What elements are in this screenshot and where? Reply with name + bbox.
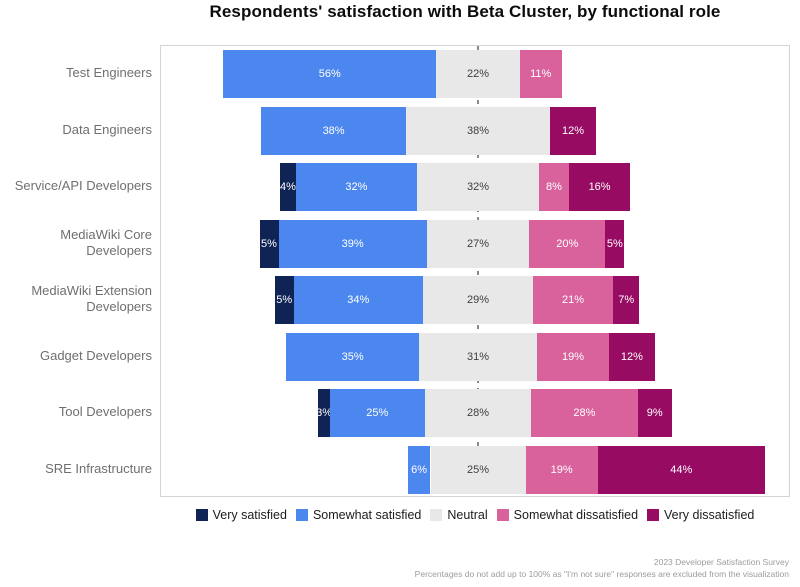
chart-footnotes: 2023 Developer Satisfaction Survey Perce… bbox=[415, 556, 789, 580]
bar-value-label: 16% bbox=[588, 181, 611, 194]
bar-value-label: 7% bbox=[618, 294, 635, 307]
bar-segment-somewhat-satisfied: 39% bbox=[278, 219, 427, 268]
bar-value-label: 5% bbox=[261, 237, 277, 250]
category-axis-labels: Test Engineers Data Engineers Service/API … bbox=[0, 45, 152, 497]
row-label: Gadget Developers bbox=[39, 347, 152, 363]
bar-value-label: 6% bbox=[411, 463, 428, 476]
bar-value-label: 32% bbox=[466, 181, 489, 194]
legend-label: Neutral bbox=[447, 508, 488, 522]
row-label: Test Engineers bbox=[66, 65, 152, 81]
legend-swatch-icon bbox=[195, 509, 208, 521]
bar-segment-very-dissatisfied: 9% bbox=[637, 389, 672, 438]
row-label: Tool Developers bbox=[58, 404, 152, 420]
bar-value-label: 5% bbox=[276, 294, 293, 307]
bar-value-label: 28% bbox=[466, 407, 489, 420]
bar-segment-somewhat-satisfied: 35% bbox=[286, 332, 420, 381]
legend-label: Somewhat dissatisfied bbox=[513, 508, 639, 522]
bar-value-label: 38% bbox=[466, 124, 489, 137]
legend-swatch-icon bbox=[430, 509, 443, 521]
bar-segment-somewhat-dissatisfied: 19% bbox=[536, 332, 610, 381]
bar-segment-somewhat-dissatisfied: 19% bbox=[525, 445, 598, 494]
legend-label: Somewhat satisfied bbox=[312, 508, 422, 522]
bar-segment-very-dissatisfied: 16% bbox=[569, 163, 630, 212]
bar-segment-neutral: 32% bbox=[417, 163, 539, 212]
bar-value-label: 5% bbox=[606, 237, 623, 250]
bar-segment-neutral: 28% bbox=[424, 389, 532, 438]
bar-value-label: 20% bbox=[556, 237, 579, 250]
bar-segment-very-dissatisfied: 5% bbox=[605, 219, 625, 268]
bar-segment-neutral: 27% bbox=[426, 219, 530, 268]
bar-value-label: 19% bbox=[550, 463, 573, 476]
bar-segment-somewhat-satisfied: 38% bbox=[261, 106, 406, 155]
bar-segment-very-satisfied: 4% bbox=[280, 163, 296, 212]
bar-segment-very-dissatisfied: 7% bbox=[612, 276, 640, 325]
bar-segment-somewhat-dissatisfied: 20% bbox=[529, 219, 606, 268]
bar-segment-very-satisfied: 5% bbox=[259, 219, 279, 268]
bar-value-label: 12% bbox=[561, 124, 584, 137]
row-label: MediaWiki Core Developers bbox=[60, 226, 152, 258]
bar-value-label: 38% bbox=[322, 124, 345, 137]
bar-value-label: 19% bbox=[561, 350, 584, 363]
legend-item-somewhat-dissatisfied: Somewhat dissatisfied bbox=[496, 508, 639, 522]
bar-value-label: 34% bbox=[347, 294, 370, 307]
bar-value-label: 22% bbox=[466, 68, 489, 81]
bar-value-label: 11% bbox=[530, 68, 552, 81]
bar-segment-neutral: 31% bbox=[419, 332, 537, 381]
row-label: SRE Infrastructure bbox=[45, 460, 152, 476]
bar-segment-somewhat-satisfied: 32% bbox=[295, 163, 418, 212]
chart-legend: Very satisfied Somewhat satisfied Neutral S… bbox=[150, 508, 800, 522]
bar-value-label: 28% bbox=[573, 407, 596, 420]
bar-value-label: 29% bbox=[466, 294, 489, 307]
bar-value-label: 9% bbox=[646, 407, 663, 420]
legend-swatch-icon bbox=[647, 509, 660, 521]
bar-value-label: 25% bbox=[466, 463, 490, 476]
bar-segment-somewhat-dissatisfied: 11% bbox=[519, 50, 562, 99]
bar-value-label: 12% bbox=[620, 350, 643, 363]
bar-value-label: 25% bbox=[366, 407, 389, 420]
bar-segment-somewhat-satisfied: 56% bbox=[223, 50, 437, 99]
row-label: Data Engineers bbox=[62, 121, 152, 137]
bar-segment-very-satisfied: 5% bbox=[274, 276, 294, 325]
bar-value-label: 21% bbox=[561, 294, 584, 307]
bar-segment-neutral: 29% bbox=[422, 276, 534, 325]
bar-segment-somewhat-satisfied: 6% bbox=[407, 445, 431, 494]
bar-value-label: 35% bbox=[341, 350, 364, 363]
chart-title: Respondents' satisfaction with Beta Clus… bbox=[209, 2, 721, 21]
bar-segment-somewhat-dissatisfied: 8% bbox=[538, 163, 570, 212]
bar-segment-neutral: 22% bbox=[436, 50, 520, 99]
bar-segment-neutral: 38% bbox=[405, 106, 551, 155]
bar-segment-somewhat-dissatisfied: 28% bbox=[531, 389, 638, 438]
footnote-source: 2023 Developer Satisfaction Survey bbox=[653, 557, 789, 567]
bar-value-label: 8% bbox=[546, 181, 562, 194]
legend-label: Very satisfied bbox=[212, 508, 287, 522]
bar-segment-very-dissatisfied: 12% bbox=[550, 106, 596, 155]
legend-label: Very dissatisfied bbox=[664, 508, 755, 522]
row-label: MediaWiki Extension Developers bbox=[31, 283, 152, 315]
bar-value-label: 4% bbox=[280, 181, 296, 194]
plot-area: 56% 22% 11% 38% 38% 12% 4% 32% 32% 8% 16% 5% 39% 27% 2… bbox=[160, 45, 790, 497]
legend-item-very-dissatisfied: Very dissatisfied bbox=[647, 508, 754, 522]
footnote-disclaimer: Percentages do not add up to 100% as "I'… bbox=[414, 569, 789, 579]
legend-swatch-icon bbox=[295, 509, 308, 521]
bar-value-label: 56% bbox=[318, 68, 341, 81]
legend-item-very-satisfied: Very satisfied bbox=[195, 508, 287, 522]
bar-value-label: 32% bbox=[345, 181, 368, 194]
bar-value-label: 31% bbox=[466, 350, 489, 363]
bar-value-label: 27% bbox=[466, 237, 489, 250]
legend-swatch-icon bbox=[496, 509, 509, 521]
row-label: Service/API Developers bbox=[14, 178, 152, 194]
bar-value-label: 39% bbox=[341, 237, 364, 250]
center-axis-dashed-line bbox=[477, 46, 479, 496]
bar-segment-somewhat-satisfied: 34% bbox=[293, 276, 423, 325]
bar-value-label: 44% bbox=[670, 463, 693, 476]
bar-segment-somewhat-satisfied: 25% bbox=[329, 389, 425, 438]
bar-segment-neutral: 25% bbox=[430, 445, 526, 494]
legend-item-neutral: Neutral bbox=[430, 508, 488, 522]
bar-segment-very-dissatisfied: 12% bbox=[609, 332, 655, 381]
bar-segment-somewhat-dissatisfied: 21% bbox=[533, 276, 613, 325]
bar-segment-very-dissatisfied: 44% bbox=[597, 445, 765, 494]
bar-segment-very-satisfied: 3% bbox=[316, 389, 332, 438]
legend-item-somewhat-satisfied: Somewhat satisfied bbox=[295, 508, 422, 522]
